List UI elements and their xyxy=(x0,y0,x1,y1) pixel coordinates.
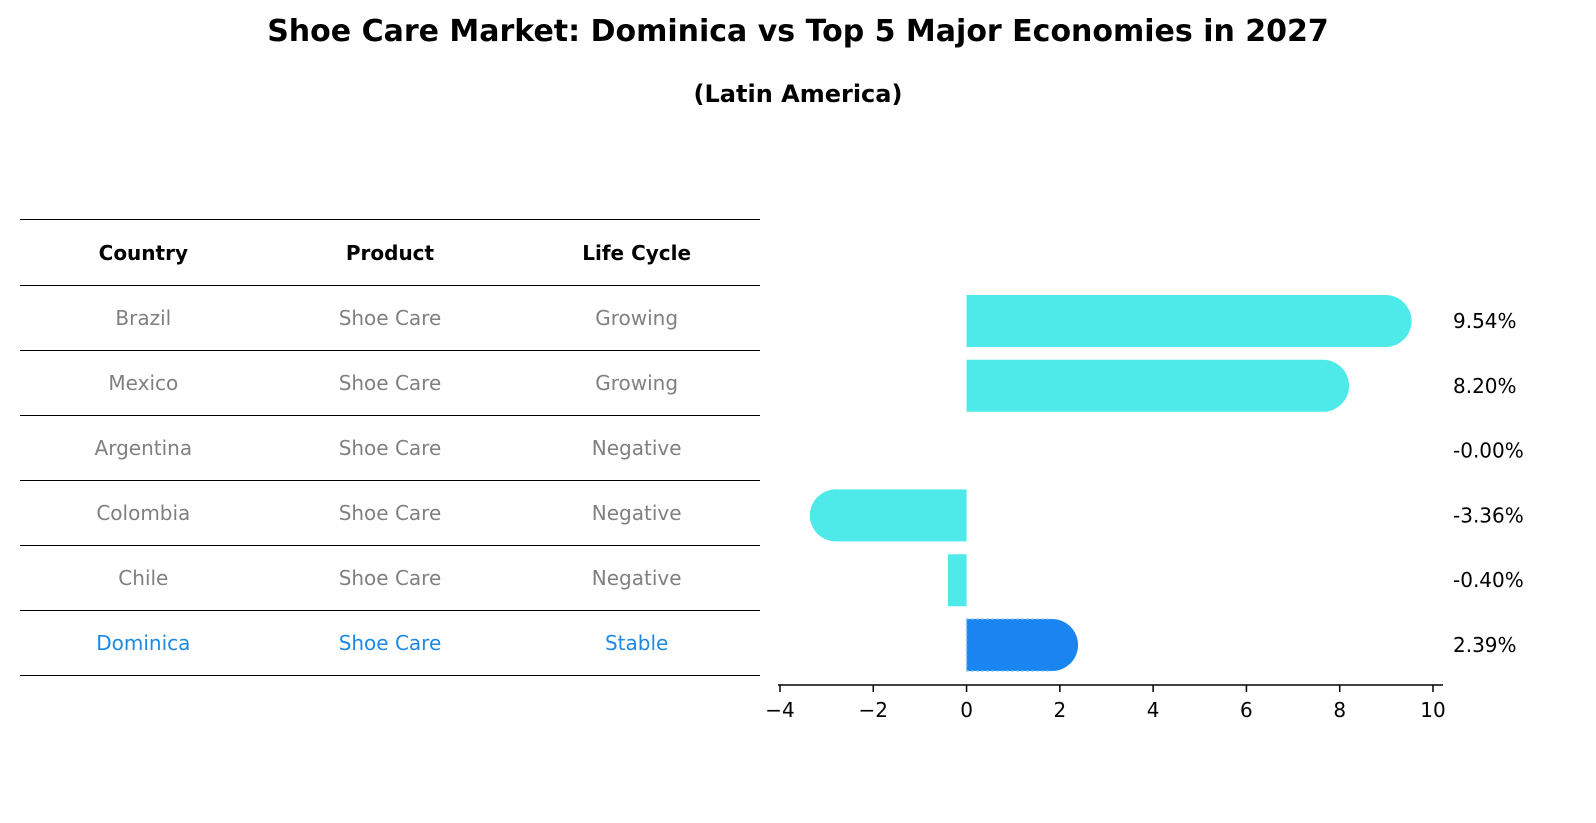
table-row: Argentina Shoe Care Negative xyxy=(20,415,760,481)
cell-country: Mexico xyxy=(20,350,267,416)
x-tick-label: −2 xyxy=(859,698,888,722)
cell-life-cycle: Negative xyxy=(513,545,760,611)
table-header-row: Country Product Life Cycle xyxy=(20,219,760,286)
data-label: -0.00% xyxy=(1453,439,1524,463)
cell-country: Brazil xyxy=(20,285,267,351)
bar xyxy=(966,359,1350,412)
header-life-cycle: Life Cycle xyxy=(513,219,760,286)
cell-life-cycle: Stable xyxy=(513,610,760,676)
x-tick-label: 0 xyxy=(960,698,973,722)
chart-title: Shoe Care Market: Dominica vs Top 5 Majo… xyxy=(267,14,1329,49)
table-row: Colombia Shoe Care Negative xyxy=(20,480,760,546)
data-label: -0.40% xyxy=(1453,568,1524,592)
cell-life-cycle: Growing xyxy=(513,285,760,351)
table-row: Brazil Shoe Care Growing xyxy=(20,285,760,351)
cell-product: Shoe Care xyxy=(266,415,514,481)
x-tick-label: 2 xyxy=(1053,698,1066,722)
cell-country: Colombia xyxy=(20,480,267,546)
cell-product: Shoe Care xyxy=(266,350,514,416)
cell-country: Dominica xyxy=(20,610,267,676)
data-label: -3.36% xyxy=(1453,503,1524,527)
cell-life-cycle: Negative xyxy=(513,415,760,481)
bar xyxy=(809,489,967,542)
cell-product: Shoe Care xyxy=(266,610,514,676)
bar xyxy=(947,554,967,607)
data-label: 2.39% xyxy=(1453,633,1517,657)
cell-country: Argentina xyxy=(20,415,267,481)
x-tick-label: 4 xyxy=(1147,698,1160,722)
cell-country: Chile xyxy=(20,545,267,611)
header-product: Product xyxy=(266,219,514,286)
x-tick-label: 8 xyxy=(1333,698,1346,722)
cell-product: Shoe Care xyxy=(266,480,514,546)
table-row: Mexico Shoe Care Growing xyxy=(20,350,760,416)
data-label: 9.54% xyxy=(1453,309,1517,333)
header-country: Country xyxy=(20,219,267,286)
cell-product: Shoe Care xyxy=(266,285,514,351)
table-row-highlight: Dominica Shoe Care Stable xyxy=(20,610,760,676)
cell-life-cycle: Negative xyxy=(513,480,760,546)
x-tick-label: 6 xyxy=(1240,698,1253,722)
table-row: Chile Shoe Care Negative xyxy=(20,545,760,611)
chart-subtitle: (Latin America) xyxy=(693,80,903,108)
x-tick-label: 10 xyxy=(1420,698,1445,722)
country-table: Country Product Life Cycle Brazil Shoe C… xyxy=(20,219,760,676)
bar xyxy=(966,619,1079,671)
highlight-bar-outline xyxy=(965,618,1053,672)
bar xyxy=(966,295,1412,347)
x-tick-label: −4 xyxy=(765,698,794,722)
cell-product: Shoe Care xyxy=(266,545,514,611)
data-label: 8.20% xyxy=(1453,374,1517,398)
